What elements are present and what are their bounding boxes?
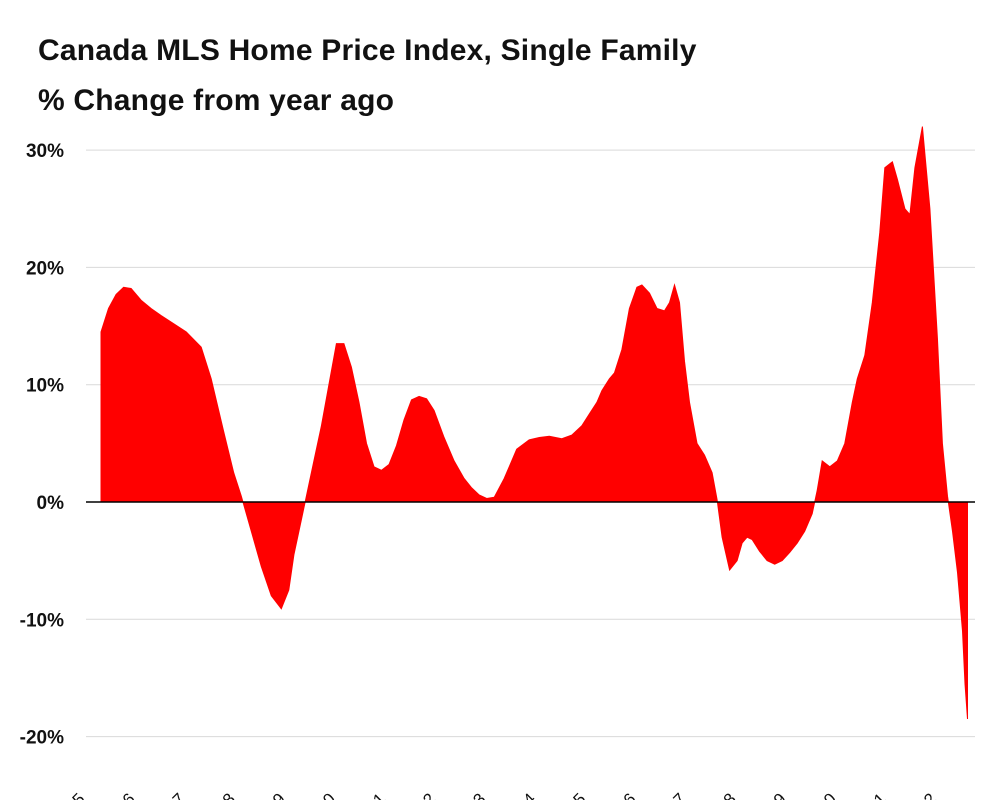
x-tick-label: 2019 [750,789,790,800]
series-area [100,126,968,720]
x-tick-label: 2021 [850,789,890,800]
y-tick-label: 0% [37,493,65,514]
x-tick-label: 2022 [900,789,940,800]
x-tick-label: 2013 [449,789,489,800]
x-tick-label: 2012 [399,789,439,800]
x-tick-label: 2010 [299,789,339,800]
y-tick-label: 30% [26,141,64,162]
x-tick-label: 2018 [700,789,740,800]
x-tick-label: 2008 [199,789,239,800]
y-tick-label: 20% [26,258,64,279]
x-tick-label: 2005 [49,789,89,800]
x-tick-label: 2014 [499,789,539,800]
plot-area [100,126,968,720]
x-tick-label: 2006 [99,789,139,800]
y-tick-label: -20% [20,728,64,749]
x-tick-label: 2009 [249,789,289,800]
chart-subtitle: % Change from year ago [38,84,395,117]
x-tick-label: 2020 [800,789,840,800]
x-tick-label: 2011 [350,789,389,800]
x-tick-label: 2007 [149,789,189,800]
x-axis: 2005 2006 2007 2008 2009 2010 2011 2012 2013 2014… [49,789,941,800]
gridlines [86,149,975,738]
y-axis: 30% 20% 10% 0% -10% -20% [20,141,65,749]
x-tick-label: 2017 [650,789,690,800]
y-tick-label: -10% [20,610,64,631]
y-tick-label: 10% [26,376,64,397]
chart-title: Canada MLS Home Price Index, Single Fami… [38,34,697,67]
x-tick-label: 2016 [600,789,640,800]
x-tick-label: 2015 [549,789,589,800]
